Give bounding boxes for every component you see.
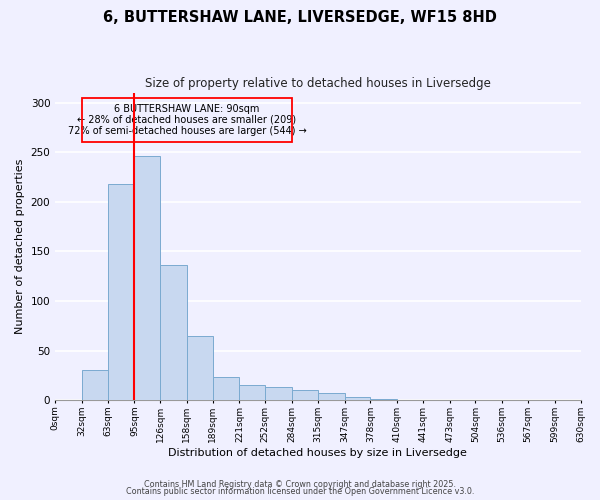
Title: Size of property relative to detached houses in Liversedge: Size of property relative to detached ho… <box>145 78 491 90</box>
Text: ← 28% of detached houses are smaller (209): ← 28% of detached houses are smaller (20… <box>77 115 296 125</box>
Bar <box>213 377 239 400</box>
Bar <box>265 387 292 400</box>
Bar <box>160 266 187 400</box>
Bar <box>82 370 108 400</box>
Bar <box>134 156 160 400</box>
Text: 6 BUTTERSHAW LANE: 90sqm: 6 BUTTERSHAW LANE: 90sqm <box>114 104 260 114</box>
X-axis label: Distribution of detached houses by size in Liversedge: Distribution of detached houses by size … <box>169 448 467 458</box>
Bar <box>370 399 397 400</box>
Bar <box>318 393 344 400</box>
Text: 72% of semi-detached houses are larger (544) →: 72% of semi-detached houses are larger (… <box>68 126 306 136</box>
Bar <box>292 390 318 400</box>
Text: 6, BUTTERSHAW LANE, LIVERSEDGE, WF15 8HD: 6, BUTTERSHAW LANE, LIVERSEDGE, WF15 8HD <box>103 10 497 25</box>
Bar <box>344 397 370 400</box>
Bar <box>187 336 213 400</box>
Y-axis label: Number of detached properties: Number of detached properties <box>15 159 25 334</box>
Bar <box>108 184 134 400</box>
Text: Contains public sector information licensed under the Open Government Licence v3: Contains public sector information licen… <box>126 488 474 496</box>
Bar <box>82 98 292 142</box>
Bar <box>239 385 265 400</box>
Text: Contains HM Land Registry data © Crown copyright and database right 2025.: Contains HM Land Registry data © Crown c… <box>144 480 456 489</box>
